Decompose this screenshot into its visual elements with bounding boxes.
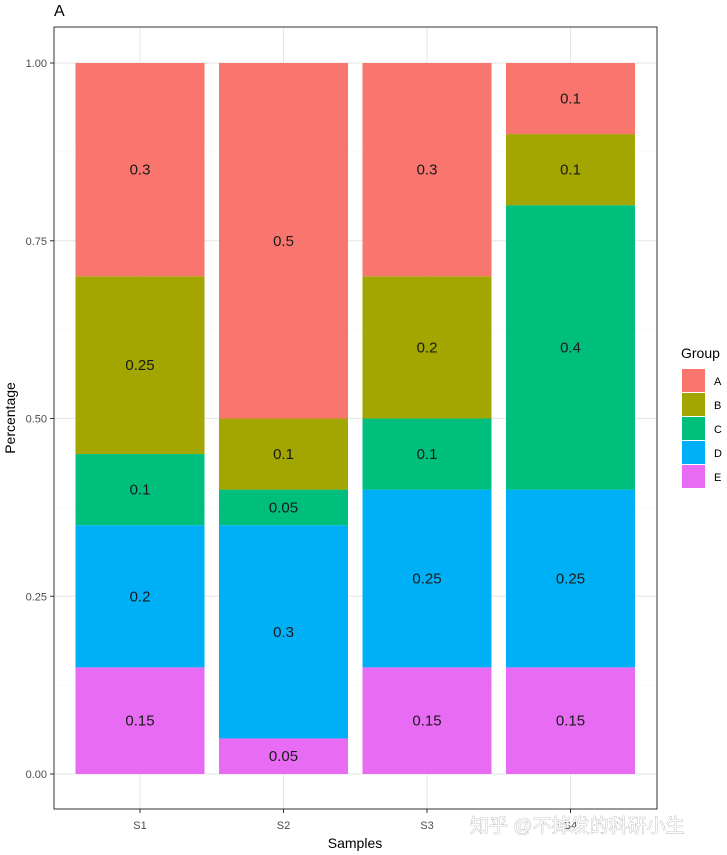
data-label: 0.5 [273, 233, 294, 250]
legend-key-e [682, 465, 705, 488]
bar-segment-d-s1 [75, 525, 205, 668]
segment-labels: 0.15 0.2 0.1 0.25 0.3 0.05 0.3 0.05 0.1 0.5 0.15 0.… [125, 91, 585, 766]
x-tick-label: S2 [277, 820, 290, 832]
bar-segment-c-s2 [219, 489, 348, 526]
data-label: 0.25 [412, 570, 441, 587]
legend-key-b [682, 393, 705, 416]
legend-title: Group [681, 345, 720, 361]
legend-label: E [714, 472, 721, 484]
data-label: 0.15 [125, 713, 154, 730]
data-label: 0.25 [125, 357, 154, 374]
bar-segment-e-s3 [362, 667, 492, 774]
data-label: 0.25 [556, 570, 585, 587]
data-label: 0.2 [417, 339, 438, 356]
bar-segment-e-s1 [75, 667, 205, 774]
bar-segment-d-s2 [219, 525, 348, 739]
chart-tag: A [54, 3, 65, 20]
bar-segment-b-s3 [362, 276, 492, 419]
y-axis: 0.00 0.25 0.50 0.75 1.00 [26, 58, 54, 781]
x-axis-title: Samples [328, 835, 382, 851]
data-label: 0.1 [560, 91, 581, 108]
x-axis: S1 S2 S3 S4 [133, 809, 577, 832]
bar-segment-d-s4 [506, 489, 635, 668]
bar-segment-c-s4 [506, 205, 635, 490]
data-label: 0.05 [269, 499, 298, 516]
data-label: 0.3 [130, 162, 151, 179]
data-label: 0.1 [560, 162, 581, 179]
data-label: 0.4 [560, 339, 581, 356]
bar-segment-a-s2 [219, 63, 348, 419]
y-tick-label: 0.75 [26, 236, 47, 248]
bar-segment-a-s4 [506, 63, 635, 135]
data-label: 0.1 [130, 482, 151, 499]
bar-segment-a-s3 [362, 63, 492, 277]
bar-segment-b-s1 [75, 276, 205, 455]
legend-label: C [714, 424, 722, 436]
data-label: 0.3 [273, 624, 294, 641]
y-axis-title: Percentage [2, 382, 18, 454]
y-tick-label: 1.00 [26, 58, 47, 70]
bar-segment-b-s2 [219, 418, 348, 490]
x-tick-label: S3 [420, 820, 433, 832]
bar-segment-c-s3 [362, 418, 492, 490]
legend-key-d [682, 441, 705, 464]
data-label: 0.3 [417, 162, 438, 179]
bar-segment-e-s2 [219, 738, 348, 774]
data-label: 0.1 [273, 446, 294, 463]
bar-segment-c-s1 [75, 454, 205, 526]
x-tick-label: S1 [133, 820, 146, 832]
panel-border [53, 26, 658, 810]
y-tick-label: 0.00 [26, 769, 47, 781]
data-label: 0.05 [269, 748, 298, 765]
y-tick-label: 0.25 [26, 591, 47, 603]
legend-label: A [714, 376, 722, 388]
legend-label: B [714, 400, 721, 412]
x-tick-label: S4 [564, 820, 577, 832]
bar-segment-b-s4 [506, 134, 635, 206]
legend-key-c [682, 417, 705, 440]
data-label: 0.15 [412, 713, 441, 730]
bars [75, 63, 635, 774]
bar-segment-d-s3 [362, 489, 492, 668]
data-label: 0.1 [417, 446, 438, 463]
watermark: 知乎 @不掉发的科研小生 [470, 815, 685, 837]
legend-label: D [714, 448, 722, 460]
bar-segment-a-s1 [75, 63, 205, 277]
legend-key-a [682, 369, 705, 392]
bar-segment-e-s4 [506, 667, 635, 774]
data-label: 0.15 [556, 713, 585, 730]
y-tick-label: 0.50 [26, 414, 47, 426]
data-label: 0.2 [130, 588, 151, 605]
